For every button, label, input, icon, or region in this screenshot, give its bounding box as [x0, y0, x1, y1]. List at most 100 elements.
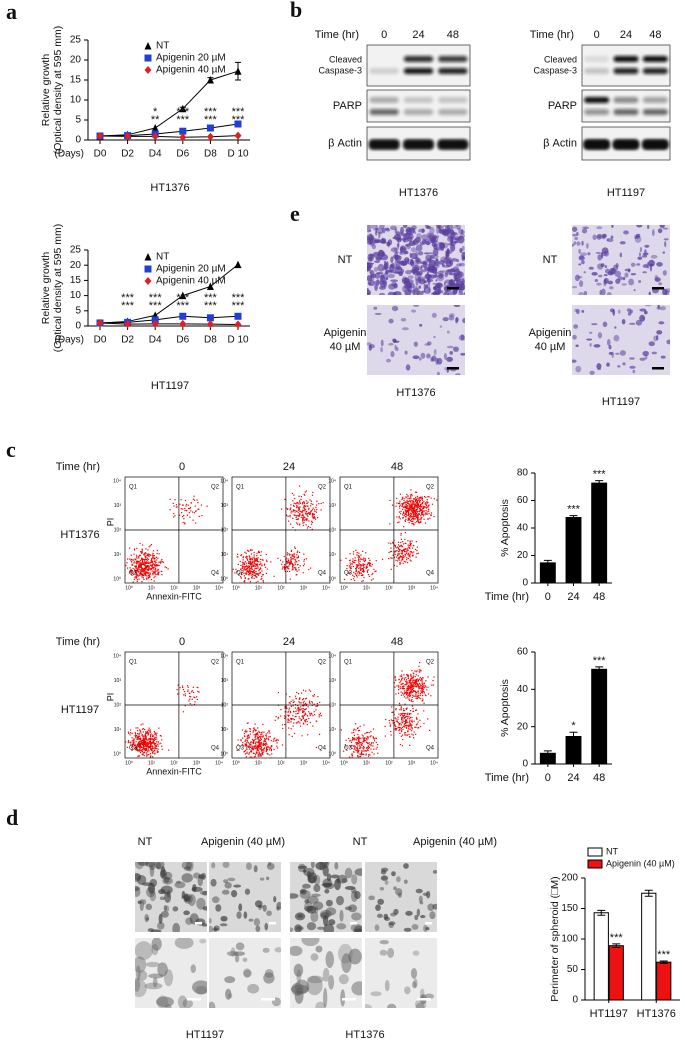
event: [253, 734, 255, 736]
event: [153, 557, 155, 559]
event: [416, 505, 419, 507]
event: [397, 722, 400, 724]
significance: ***: [176, 106, 190, 118]
event: [409, 680, 412, 682]
event: [152, 555, 154, 557]
event: [354, 738, 356, 740]
event: [357, 555, 360, 557]
event: [359, 566, 361, 569]
y-tick-label: 20: [517, 550, 529, 561]
event: [253, 577, 255, 579]
event: [281, 568, 283, 570]
event: [404, 509, 406, 511]
event: [126, 562, 128, 564]
event: [248, 555, 250, 557]
event: [397, 718, 399, 720]
event: [312, 725, 314, 727]
event: [139, 563, 141, 565]
event: [292, 705, 294, 707]
event: [291, 555, 294, 557]
event: [151, 734, 154, 736]
event: [409, 690, 411, 692]
event: [243, 562, 245, 564]
event: [410, 673, 412, 676]
event: [417, 499, 419, 501]
event: [137, 755, 139, 758]
event: [177, 684, 179, 686]
event: [251, 576, 253, 578]
event: [302, 722, 305, 724]
event: [255, 565, 257, 567]
time-label: Time (hr): [530, 29, 574, 41]
cell: [294, 987, 304, 1004]
event: [264, 744, 266, 746]
event: [142, 731, 144, 733]
event: [400, 544, 402, 546]
event: [349, 568, 352, 570]
event: [403, 502, 405, 504]
event: [302, 524, 304, 527]
event: [173, 505, 175, 507]
cell: [415, 888, 423, 894]
event: [399, 687, 401, 690]
event: [181, 685, 184, 687]
event: [367, 738, 369, 740]
event: [355, 559, 357, 562]
event: [155, 742, 157, 745]
event: [356, 572, 358, 574]
event: [138, 578, 140, 580]
event: [247, 734, 249, 737]
event: [361, 753, 364, 755]
event: [410, 679, 412, 681]
event: [251, 568, 253, 570]
event: [158, 727, 160, 729]
event: [371, 760, 372, 761]
event: [184, 693, 186, 695]
axis-tick-label: 10⁴: [430, 585, 438, 591]
event: [418, 692, 420, 694]
event: [299, 523, 301, 525]
event: [142, 561, 144, 564]
event: [155, 744, 157, 747]
event: [144, 749, 146, 752]
event: [149, 735, 152, 737]
cell: [644, 249, 647, 254]
event: [290, 523, 292, 525]
event: [356, 742, 359, 744]
event: [137, 727, 139, 729]
cell: [420, 352, 426, 359]
event: [130, 559, 132, 561]
row-label: NT: [543, 254, 558, 266]
event: [249, 571, 251, 573]
cell: [135, 873, 142, 882]
cell: [142, 899, 147, 905]
event: [401, 745, 404, 747]
event: [246, 572, 248, 574]
event: [370, 731, 372, 733]
event: [270, 749, 273, 751]
event: [147, 747, 149, 749]
cell: [423, 280, 427, 284]
event: [244, 551, 246, 553]
event: [139, 568, 141, 571]
event: [356, 565, 358, 567]
event: [253, 739, 256, 741]
cell: [388, 318, 394, 324]
event: [249, 728, 251, 730]
event: [245, 556, 247, 558]
event: [398, 730, 400, 732]
event: [136, 572, 138, 574]
event: [418, 506, 420, 508]
event: [147, 733, 150, 736]
event: [392, 541, 394, 543]
cell: [606, 238, 614, 243]
cell: [276, 901, 281, 910]
event: [261, 731, 263, 733]
event: [248, 743, 251, 745]
cell: [353, 928, 362, 932]
event: [256, 749, 258, 751]
event: [152, 739, 154, 741]
quadrant-label: Q2: [426, 660, 435, 666]
event: [303, 558, 305, 561]
event: [352, 558, 354, 560]
